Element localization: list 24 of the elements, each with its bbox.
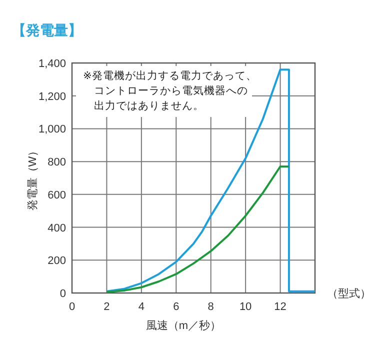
text: （型式）: [327, 287, 371, 300]
chart-title: 【発電量】: [12, 22, 82, 38]
y-tick-label: 1,200: [38, 90, 66, 103]
x-tick-label: 8: [208, 301, 214, 313]
x-tick-label: 12: [274, 301, 286, 313]
y-tick-label: 400: [48, 222, 66, 234]
annotation: コントローラから電気機器への: [94, 85, 248, 97]
x-tick-label: 0: [68, 301, 76, 313]
annotation: ※発電機が出力する電力であって、: [83, 69, 257, 82]
line-series: [106, 68, 316, 292]
y-tick-label: 200: [48, 255, 66, 268]
y-tick-label: 0: [60, 288, 66, 300]
y-tick-label: 1,000: [38, 124, 66, 136]
line-series: [106, 166, 290, 294]
y-tick-label: 800: [48, 156, 66, 169]
annotation: 出力ではありません。: [94, 99, 204, 112]
x-tick-label: 6: [173, 301, 180, 313]
x-tick-label: 10: [239, 301, 252, 313]
y-tick-label: 1,400: [38, 58, 66, 70]
x-tick-label: 2: [104, 301, 110, 313]
y-tick-label: 600: [48, 189, 66, 202]
x-tick-label: 4: [138, 301, 144, 313]
y-axis-title: 発電量（W）: [27, 145, 39, 211]
x-axis-title: 風速（m／秒）: [146, 319, 222, 332]
